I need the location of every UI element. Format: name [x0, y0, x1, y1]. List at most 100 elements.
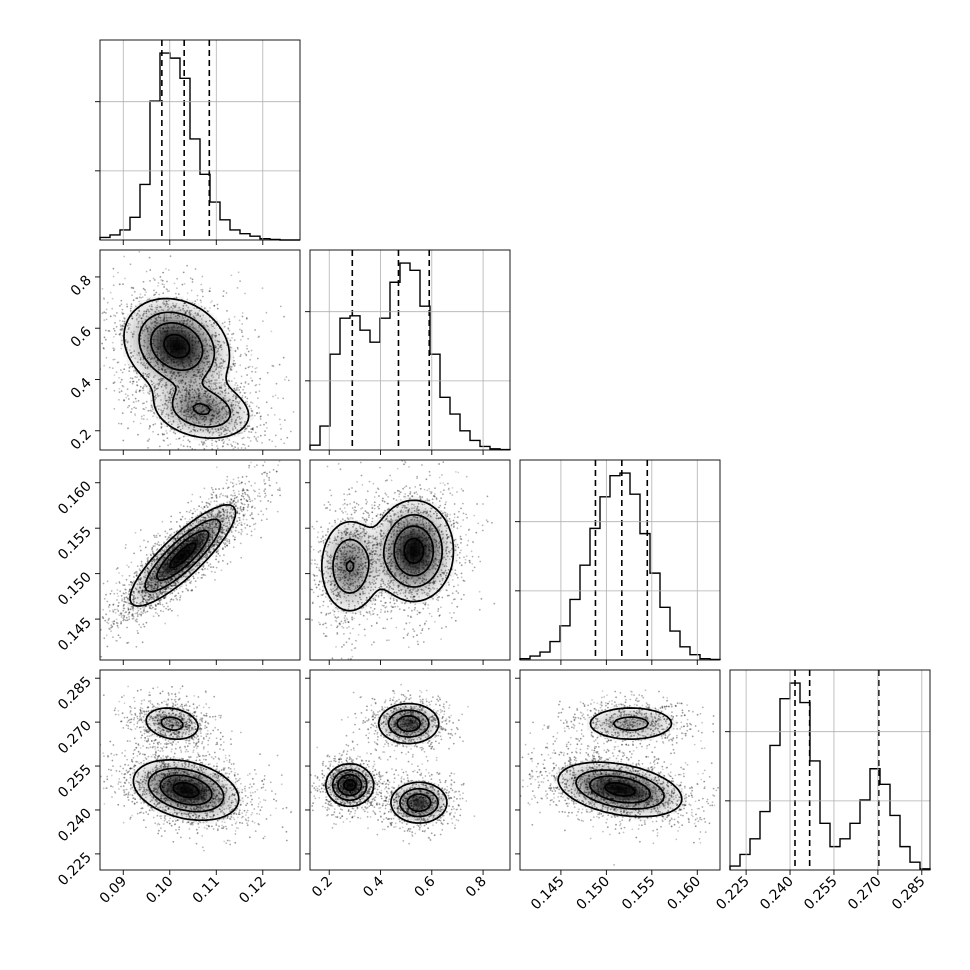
density-cell: [420, 540, 424, 544]
density-cell: [666, 723, 671, 728]
density-cell: [336, 530, 341, 534]
density-cell: [423, 510, 428, 514]
density-cell: [343, 586, 348, 591]
density-cell: [630, 810, 634, 814]
density-cell: [630, 783, 634, 788]
density-cell: [643, 803, 648, 808]
density-cell: [170, 566, 174, 571]
density-cell: [190, 800, 194, 804]
density-cell: [190, 816, 194, 821]
density-cell: [143, 790, 148, 794]
density-cell: [226, 370, 231, 374]
density-cell: [203, 523, 208, 528]
density-cell: [676, 800, 681, 804]
density-cell: [636, 713, 641, 718]
density-cell: [376, 533, 381, 538]
density-cell: [610, 783, 614, 788]
density-cell: [433, 800, 438, 804]
density-cell: [163, 710, 168, 714]
density-cell: [170, 760, 174, 764]
density-cell: [413, 810, 418, 814]
density-cell: [163, 720, 168, 724]
density-cell: [613, 790, 618, 794]
density-cell: [396, 526, 401, 531]
density-cell: [146, 723, 151, 728]
density-cell: [170, 726, 174, 731]
density-cell: [193, 343, 198, 348]
density-cell: [403, 503, 408, 508]
density-cell: [410, 593, 414, 598]
density-cell: [346, 580, 351, 584]
density-cell: [220, 333, 224, 338]
density-cell: [626, 710, 631, 714]
density-cell: [413, 740, 418, 744]
density-cell: [150, 366, 154, 371]
density-cell: [133, 783, 138, 788]
density-cell: [396, 806, 401, 811]
density-cell: [630, 720, 634, 724]
density-cell: [193, 366, 198, 371]
density-cell: [630, 716, 634, 721]
density-cell: [380, 716, 384, 721]
density-cell: [130, 316, 134, 321]
density-cell: [186, 356, 191, 361]
density-cell: [383, 510, 388, 514]
density-cell: [136, 343, 141, 348]
density-cell: [213, 523, 218, 528]
density-cell: [606, 726, 611, 731]
density-cell: [156, 406, 161, 411]
density-cell: [183, 566, 188, 571]
density-cell: [206, 783, 211, 788]
density-cell: [173, 733, 178, 738]
density-cell: [356, 550, 361, 554]
density-cell: [220, 353, 224, 358]
density-cell: [196, 303, 201, 308]
density-cell: [176, 420, 181, 424]
density-cell: [633, 733, 638, 738]
density-cell: [396, 546, 401, 551]
density-cell: [650, 716, 654, 721]
density-cell: [410, 796, 414, 801]
sample-point: [222, 417, 225, 420]
density-cell: [350, 566, 354, 571]
sample-point: [154, 311, 157, 314]
density-cell: [656, 800, 661, 804]
density-cell: [206, 346, 211, 351]
density-cell: [166, 403, 171, 408]
density-cell: [173, 300, 178, 304]
density-cell: [420, 710, 424, 714]
density-cell: [436, 576, 441, 581]
density-cell: [650, 813, 654, 818]
density-cell: [203, 430, 208, 434]
density-cell: [183, 416, 188, 421]
density-cell: [176, 320, 181, 324]
density-cell: [150, 576, 154, 581]
density-cell: [353, 586, 358, 591]
density-cell: [176, 573, 181, 578]
density-cell: [583, 766, 588, 771]
density-cell: [376, 583, 381, 588]
density-cell: [206, 800, 211, 804]
density-cell: [170, 356, 174, 361]
density-cell: [433, 723, 438, 728]
density-cell: [196, 320, 201, 324]
density-cell: [146, 356, 151, 361]
density-cell: [593, 716, 598, 721]
density-cell: [666, 813, 671, 818]
density-cell: [623, 773, 628, 778]
density-cell: [413, 713, 418, 718]
density-cell: [200, 796, 204, 801]
density-cell: [143, 370, 148, 374]
density-cell: [193, 380, 198, 384]
density-cell: [406, 580, 411, 584]
density-cell: [646, 800, 651, 804]
density-cell: [393, 733, 398, 738]
density-cell: [403, 726, 408, 731]
density-cell: [600, 783, 604, 788]
density-cell: [226, 506, 231, 511]
density-cell: [170, 710, 174, 714]
density-cell: [190, 770, 194, 774]
density-cell: [390, 583, 394, 588]
density-cell: [393, 730, 398, 734]
density-cell: [356, 570, 361, 574]
